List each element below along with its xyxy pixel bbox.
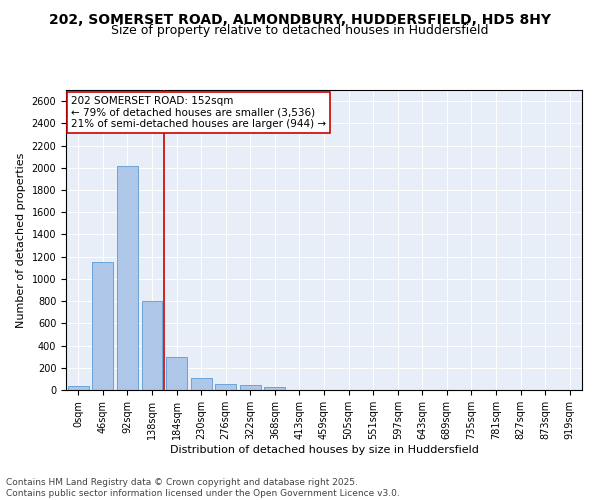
- Bar: [166, 356, 187, 390]
- X-axis label: Distribution of detached houses by size in Huddersfield: Distribution of detached houses by size …: [170, 444, 478, 454]
- Bar: [191, 378, 212, 390]
- Bar: [142, 301, 163, 390]
- Bar: [215, 384, 236, 390]
- Bar: [68, 386, 89, 390]
- Text: 202 SOMERSET ROAD: 152sqm
← 79% of detached houses are smaller (3,536)
21% of se: 202 SOMERSET ROAD: 152sqm ← 79% of detac…: [71, 96, 326, 129]
- Bar: [240, 385, 261, 390]
- Bar: [92, 262, 113, 390]
- Text: Size of property relative to detached houses in Huddersfield: Size of property relative to detached ho…: [111, 24, 489, 37]
- Text: Contains HM Land Registry data © Crown copyright and database right 2025.
Contai: Contains HM Land Registry data © Crown c…: [6, 478, 400, 498]
- Text: 202, SOMERSET ROAD, ALMONDBURY, HUDDERSFIELD, HD5 8HY: 202, SOMERSET ROAD, ALMONDBURY, HUDDERSF…: [49, 12, 551, 26]
- Bar: [265, 386, 286, 390]
- Bar: [117, 166, 138, 390]
- Y-axis label: Number of detached properties: Number of detached properties: [16, 152, 26, 328]
